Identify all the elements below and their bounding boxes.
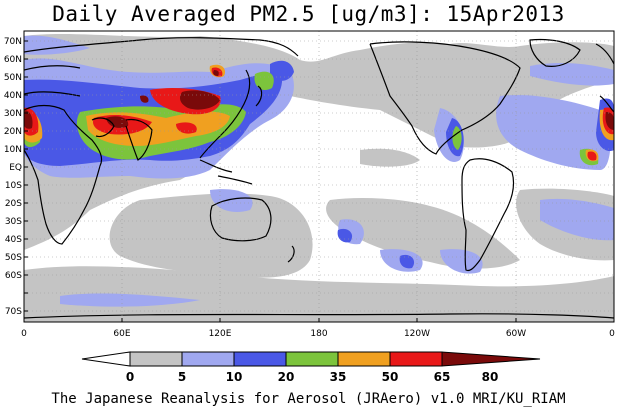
lat-label: 30N xyxy=(4,109,22,119)
lon-label: 120E xyxy=(209,329,232,339)
colorbar-tick: 50 xyxy=(382,370,399,384)
lat-label: 70N xyxy=(4,37,22,47)
lat-label: 60N xyxy=(4,55,22,65)
colorbar-tick: 10 xyxy=(226,370,243,384)
coastlines xyxy=(24,37,614,319)
colorbar-tick: 80 xyxy=(482,370,499,384)
lon-label: 0 xyxy=(609,329,615,339)
lon-label: 60E xyxy=(113,329,130,339)
lat-label: 50S xyxy=(5,253,22,263)
lon-label: 180 xyxy=(310,329,327,339)
colorbar-tick: 65 xyxy=(434,370,451,384)
colorbar-bin-50-65 xyxy=(337,351,391,367)
colorbar-bin-10-20 xyxy=(181,351,235,367)
latitude-labels: 70N 60N 50N 40N 30N 20N 10N EQ 10S 20S 3… xyxy=(4,37,22,317)
lon-label: 120W xyxy=(404,329,430,339)
colorbar-low-arrow xyxy=(81,351,131,367)
lat-label: 50N xyxy=(4,73,22,83)
lat-label: 70S xyxy=(5,307,22,317)
lat-label: 20N xyxy=(4,127,22,137)
colorbar-tick: 5 xyxy=(178,370,186,384)
colorbar-high-arrow xyxy=(441,351,541,367)
colorbar-tick: 35 xyxy=(330,370,347,384)
lat-label: 20S xyxy=(5,199,22,209)
concentration-field xyxy=(24,31,614,322)
lon-label: 0 xyxy=(21,329,27,339)
colorbar-tick: 20 xyxy=(278,370,295,384)
colorbar-tick: 0 xyxy=(126,370,134,384)
colorbar xyxy=(81,351,541,367)
lon-label: 60W xyxy=(506,329,526,339)
colorbar-bin-5-10 xyxy=(129,351,183,367)
graticule xyxy=(24,31,614,322)
colorbar-bin-35-50 xyxy=(285,351,339,367)
colorbar-labels: 0 5 10 20 35 50 65 80 xyxy=(126,370,499,384)
axis-ticks xyxy=(23,40,615,322)
colorbar-bin-20-35 xyxy=(233,351,287,367)
map-title: Daily Averaged PM2.5 [ug/m3]: 15Apr2013 xyxy=(52,2,565,26)
lat-label: 40S xyxy=(5,235,22,245)
lat-label: EQ xyxy=(9,163,22,173)
credit-line: The Japanese Reanalysis for Aerosol (JRA… xyxy=(51,391,566,407)
lat-label: 30S xyxy=(5,217,22,227)
lat-label: 40N xyxy=(4,91,22,101)
pm25-above-80-layer xyxy=(24,70,614,130)
lat-label: 10S xyxy=(5,181,22,191)
lat-label: 60S xyxy=(5,271,22,281)
colorbar-bin-65-80 xyxy=(389,351,443,367)
lat-label: 10N xyxy=(4,145,22,155)
longitude-labels: 0 60E 120E 180 120W 60W 0 xyxy=(21,329,615,339)
